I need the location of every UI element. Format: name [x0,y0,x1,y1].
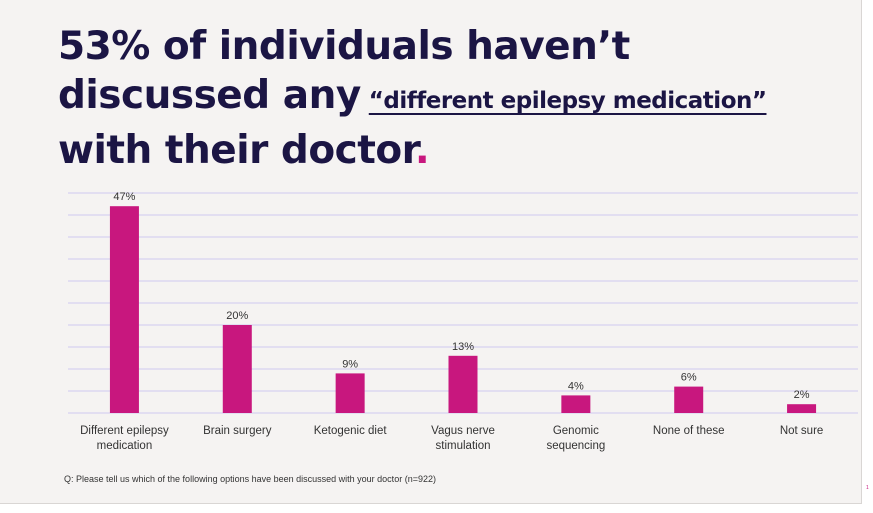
data-label: 4% [568,380,584,392]
category-label: None of these [653,425,725,437]
headline-period: . [414,128,430,173]
headline-highlight: “different epilepsy medication” [368,88,767,114]
data-label: 13% [452,341,474,353]
headline-line-2-prefix: discussed any [58,73,361,118]
bar [787,404,817,413]
category-label: Vagus nerve [431,425,495,437]
bar-chart: 47% Different epilepsy medication 20% Brain … [68,191,858,452]
survey-question-footnote: Q: Please tell us which of the following… [64,474,436,484]
headline-line-2: discussed any “different epilepsy medicat… [58,71,848,126]
bar [674,386,704,413]
data-label: 20% [226,310,248,322]
category-label: Genomic [553,425,599,437]
bar [448,355,478,413]
bar [222,325,252,413]
category-label: sequencing [546,440,605,452]
category-label: Ketogenic diet [314,425,388,437]
headline: 53% of individuals haven’t discussed any… [58,22,848,175]
data-label: 47% [113,191,135,203]
category-label: stimulation [436,440,491,452]
category-label: Brain surgery [203,425,272,437]
category-label: medication [97,440,153,452]
headline-line-1: 53% of individuals haven’t [58,24,630,69]
bar [561,395,591,413]
data-label: 2% [794,389,810,401]
category-label: Not sure [780,425,823,437]
headline-line-3: with their doctor. [58,126,848,175]
bar [109,206,139,413]
headline-line-3-text: with their doctor [58,128,415,173]
bar [335,373,365,413]
page-number: 1 [866,485,869,491]
data-label: 6% [681,372,697,384]
category-label: Different epilepsy [80,425,169,437]
slide: 53% of individuals haven’t discussed any… [0,0,869,504]
data-label: 9% [342,358,358,370]
